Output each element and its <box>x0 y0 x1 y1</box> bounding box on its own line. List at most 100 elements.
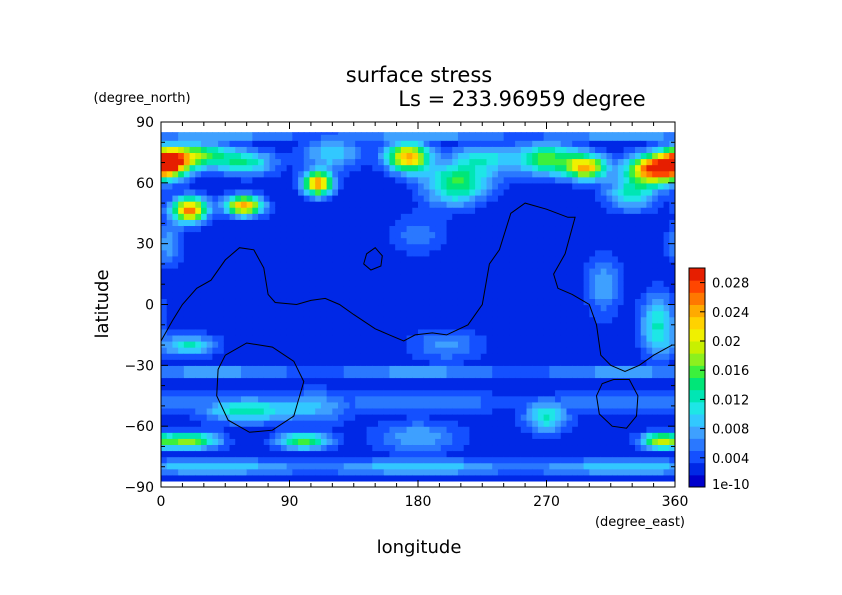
heat-cell <box>480 207 488 214</box>
heat-cell <box>503 237 510 245</box>
heat-cell <box>400 395 408 403</box>
heat-cell <box>577 268 585 275</box>
heat-cell <box>366 152 373 160</box>
heat-cell <box>589 438 596 446</box>
heat-cell <box>240 347 248 354</box>
heat-cell <box>235 134 242 141</box>
heat-cell <box>161 359 168 366</box>
heat-cell <box>349 438 356 446</box>
heat-cell <box>235 158 242 166</box>
heat-cell <box>560 395 568 403</box>
heat-cell <box>343 310 351 318</box>
heat-cell <box>418 170 425 178</box>
heat-cell <box>366 468 373 476</box>
heat-cell <box>423 444 431 452</box>
heat-cell <box>246 450 253 458</box>
heat-cell <box>412 420 419 427</box>
heat-cell <box>326 195 333 202</box>
heat-cell <box>629 468 636 476</box>
heat-cell <box>303 444 311 452</box>
heat-cell <box>572 298 579 306</box>
heat-cell <box>509 438 516 446</box>
heat-cell <box>617 207 625 214</box>
heat-cell <box>418 456 425 464</box>
heat-cell <box>309 182 316 190</box>
heat-cell <box>435 182 442 190</box>
heat-cell <box>189 249 196 257</box>
heat-cell <box>543 219 550 227</box>
heat-cell <box>395 170 402 178</box>
heat-cell <box>423 401 431 409</box>
heat-cell <box>640 237 648 245</box>
heat-cell <box>195 243 202 251</box>
heat-cell <box>463 426 470 433</box>
heat-cell <box>566 322 573 330</box>
heat-cell <box>612 377 619 385</box>
heat-cell <box>612 347 619 354</box>
heat-cell <box>623 188 630 196</box>
heat-cell <box>492 249 499 257</box>
heat-cell <box>189 389 196 397</box>
heat-cell <box>617 146 625 154</box>
heat-cell <box>178 420 185 427</box>
heat-cell <box>206 371 213 379</box>
heat-cell <box>235 334 242 342</box>
heat-cell <box>389 462 396 470</box>
heat-cell <box>640 316 648 324</box>
heat-cell <box>463 401 470 409</box>
heat-cell <box>480 341 488 348</box>
heat-cell <box>635 213 642 220</box>
heat-cell <box>600 334 608 342</box>
heat-cell <box>292 389 299 397</box>
heat-cell <box>252 371 259 379</box>
heat-cell <box>469 377 476 385</box>
heat-cell <box>166 255 174 263</box>
heat-cell <box>223 207 231 214</box>
heat-cell <box>223 237 231 245</box>
heat-cell <box>406 243 413 251</box>
heat-cell <box>469 134 476 141</box>
heat-cell <box>440 286 448 293</box>
heat-cell <box>452 280 459 287</box>
heat-cell <box>286 426 293 433</box>
heat-cell <box>338 231 345 239</box>
heat-cell <box>595 420 602 427</box>
heat-cell <box>646 456 653 464</box>
heat-cell <box>532 170 539 178</box>
heat-cell <box>292 444 299 452</box>
heat-cell <box>309 188 316 196</box>
heat-cell <box>480 304 488 312</box>
heat-cell <box>537 207 545 214</box>
heat-cell <box>423 213 431 220</box>
heat-cell <box>355 304 362 312</box>
heat-cell <box>595 414 602 421</box>
heat-cell <box>583 201 590 208</box>
heat-cell <box>537 219 545 227</box>
heat-cell <box>269 201 276 208</box>
heat-cell <box>418 328 425 336</box>
heat-cell <box>486 140 493 147</box>
heat-cell <box>360 426 368 433</box>
heat-cell <box>320 371 328 379</box>
heat-cell <box>355 468 362 476</box>
heat-cell <box>418 195 425 202</box>
heat-cell <box>629 450 636 458</box>
heat-cell <box>349 359 356 366</box>
heat-cell <box>355 456 362 464</box>
heat-cell <box>583 468 590 476</box>
heat-cell <box>246 438 253 446</box>
heat-cell <box>412 407 419 415</box>
heat-cell <box>349 237 356 245</box>
heat-cell <box>360 152 368 160</box>
heat-cell <box>366 322 373 330</box>
heat-cell <box>503 132 510 135</box>
heat-cell <box>332 474 339 482</box>
heat-cell <box>532 438 539 446</box>
heat-cell <box>223 438 231 446</box>
heat-cell <box>378 450 385 458</box>
heat-cell <box>269 420 276 427</box>
heat-cell <box>515 328 522 336</box>
heat-cell <box>429 468 436 476</box>
heat-cell <box>435 152 442 160</box>
heat-cell <box>172 426 179 433</box>
